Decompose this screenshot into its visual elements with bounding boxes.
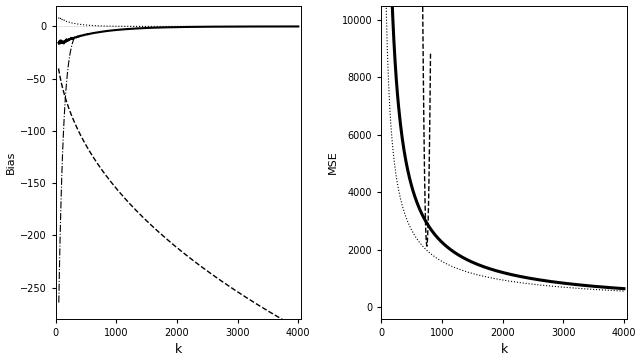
X-axis label: k: k <box>175 344 182 357</box>
Y-axis label: Bias: Bias <box>6 151 15 174</box>
Y-axis label: MSE: MSE <box>327 150 338 174</box>
X-axis label: k: k <box>501 344 508 357</box>
